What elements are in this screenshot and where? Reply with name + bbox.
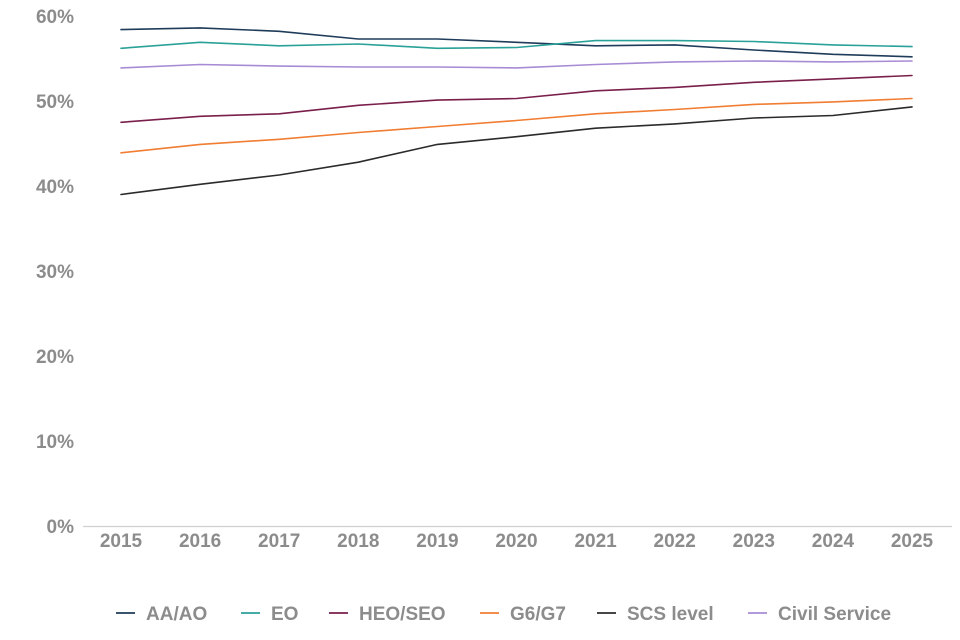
legend-item-civil-service: Civil Service (748, 604, 891, 625)
x-tick-label: 2023 (733, 531, 775, 552)
y-tick-label: 20% (36, 347, 74, 368)
legend-label: AA/AO (146, 604, 207, 625)
series-line-eo (120, 39, 913, 50)
legend-label: SCS level (627, 604, 714, 625)
x-tick-label: 2015 (100, 531, 143, 552)
y-tick-label: 60% (36, 7, 74, 28)
legend-label: Civil Service (778, 604, 891, 625)
x-tick-label: 2020 (495, 531, 537, 552)
series-line-civil-service (120, 60, 913, 69)
legend-label: G6/G7 (510, 604, 566, 625)
legend-item-eo: EO (241, 604, 298, 625)
y-axis-tick-labels: 0% 10% 20% 30% 40% 50% 60% (36, 7, 74, 538)
series-line-aa-ao (120, 27, 913, 58)
x-tick-label: 2024 (812, 531, 855, 552)
legend-item-g6-g7: G6/G7 (480, 604, 566, 625)
x-axis-tick-labels: 2015 2016 2017 2018 2019 2020 2021 2022 2023 2024… (100, 531, 934, 552)
y-tick-label: 50% (36, 92, 74, 113)
x-tick-label: 2025 (891, 531, 934, 552)
series-lines (120, 27, 913, 196)
x-tick-label: 2018 (337, 531, 379, 552)
x-tick-label: 2021 (574, 531, 617, 552)
x-tick-label: 2016 (179, 531, 221, 552)
series-line-scs-level (120, 106, 913, 196)
legend-item-heo-seo: HEO/SEO (329, 604, 446, 625)
legend: AA/AO EO HEO/SEO G6/G7 SCS level Civil Servic… (116, 604, 891, 625)
y-tick-label: 30% (36, 262, 74, 283)
x-tick-label: 2019 (416, 531, 458, 552)
legend-item-scs-level: SCS level (597, 604, 714, 625)
series-line-g6-g7 (120, 97, 913, 154)
x-tick-label: 2022 (654, 531, 696, 552)
legend-label: HEO/SEO (359, 604, 446, 625)
y-tick-label: 40% (36, 177, 74, 198)
y-tick-label: 10% (36, 432, 74, 453)
legend-item-aa-ao: AA/AO (116, 604, 207, 625)
series-line-heo-seo (120, 74, 913, 124)
y-tick-label: 0% (47, 517, 75, 538)
legend-label: EO (271, 604, 298, 625)
x-tick-label: 2017 (258, 531, 300, 552)
